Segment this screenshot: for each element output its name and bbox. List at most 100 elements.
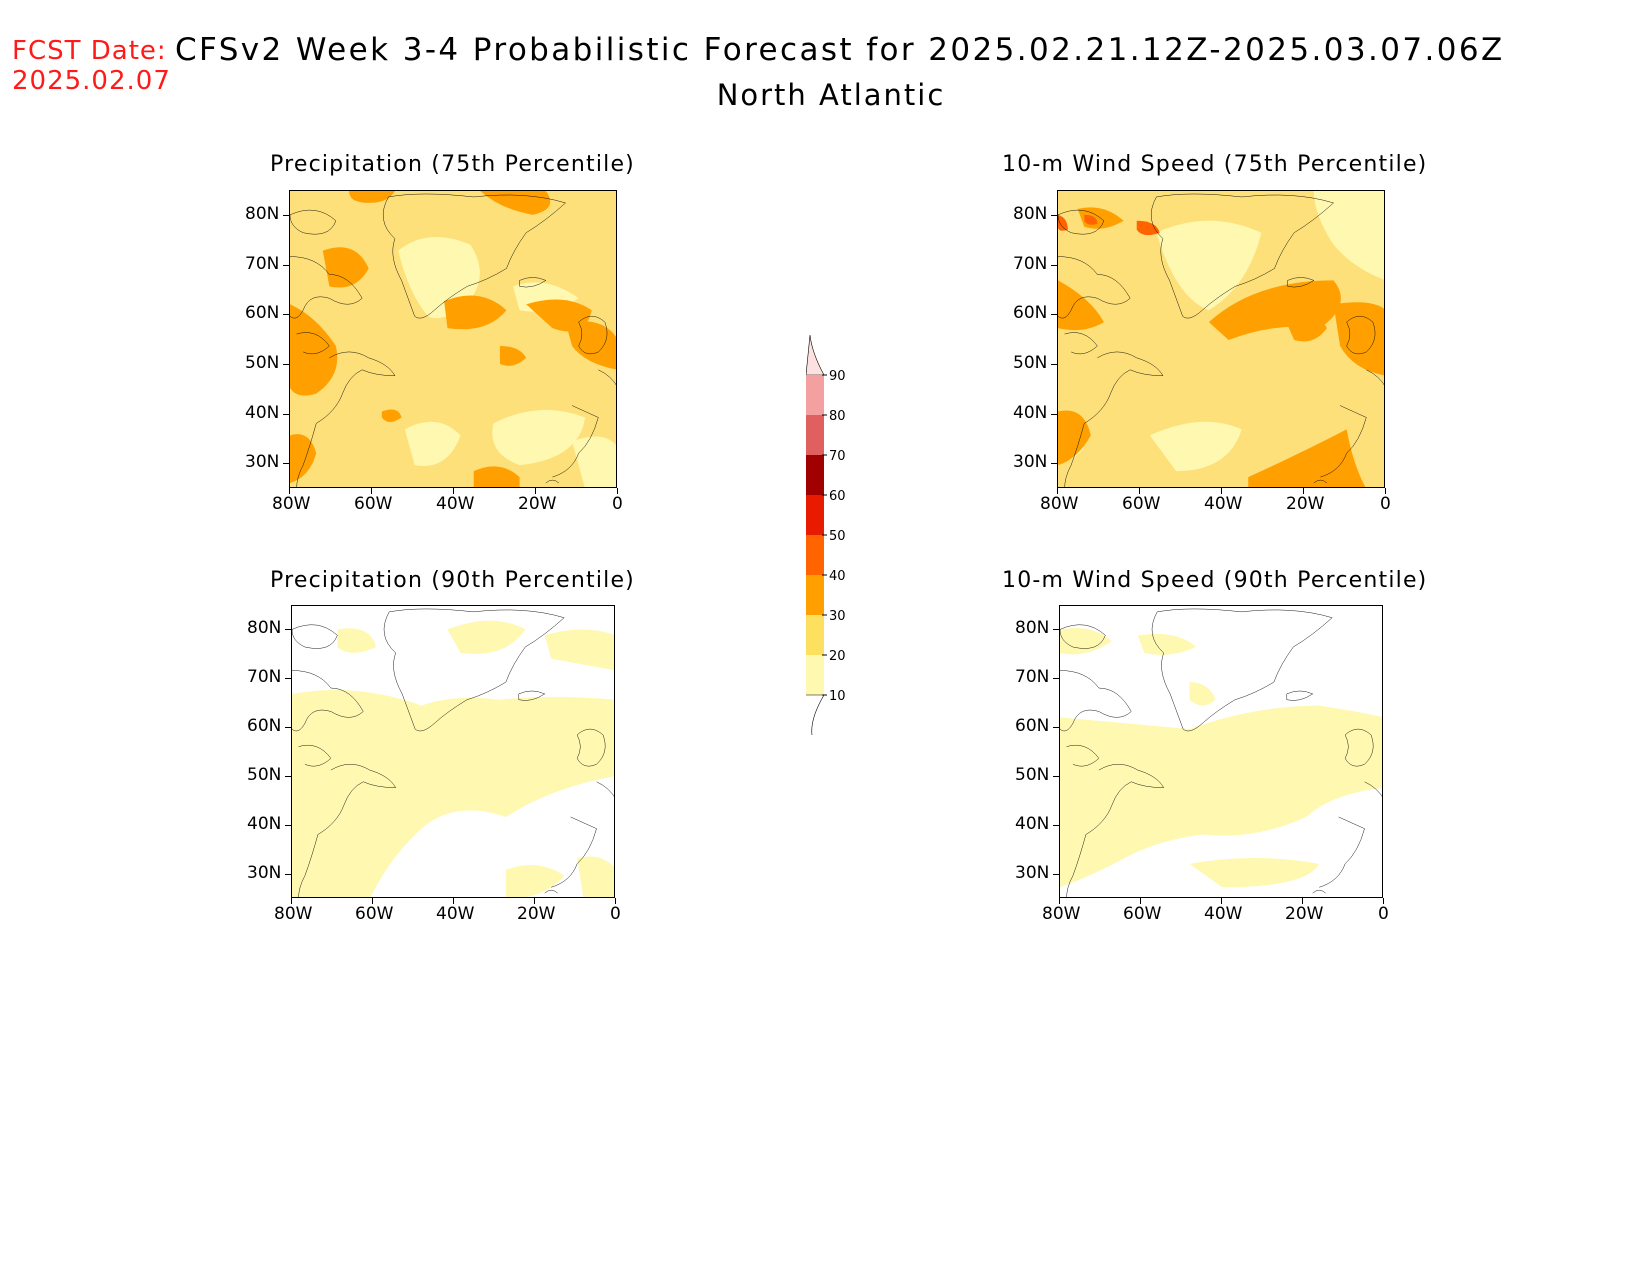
panel-title-wind75: 10-m Wind Speed (75th Percentile) [1002, 152, 1428, 177]
colorbar-segment [806, 615, 824, 655]
contour-region [447, 620, 526, 654]
lon-label: 0 [1380, 494, 1391, 514]
colorbar-label: 90 [829, 369, 846, 384]
lon-label: 40W [436, 494, 475, 514]
colorbar-segment [806, 535, 824, 575]
lat-tick [283, 463, 289, 465]
lon-label: 20W [1286, 494, 1325, 514]
coastline [520, 277, 546, 287]
coastline [297, 333, 330, 354]
map-field-wind75 [1058, 191, 1384, 487]
contour-region [290, 304, 338, 396]
lat-tick [1051, 314, 1057, 316]
forecast-date-label: FCST Date: [12, 36, 167, 66]
lon-tick [1057, 488, 1058, 494]
panel-title-precip90: Precipitation (90th Percentile) [270, 568, 635, 593]
coastline [1060, 625, 1105, 649]
coastline [1060, 670, 1131, 731]
coastline [383, 194, 565, 318]
colorbar-segment [806, 655, 824, 695]
lon-tick [1302, 898, 1303, 904]
contour-region [577, 856, 614, 897]
coastline [1058, 257, 1130, 319]
map-wind90 [1059, 605, 1383, 898]
lat-tick [283, 264, 289, 266]
lat-label: 80N [1015, 618, 1050, 639]
lon-label: 60W [1122, 494, 1161, 514]
lat-tick [1051, 214, 1057, 216]
contour-region [444, 295, 507, 330]
lat-label: 30N [1013, 452, 1048, 473]
forecast-date-value: 2025.02.07 [12, 66, 171, 96]
colorbar-label: 30 [829, 609, 846, 624]
lon-label: 60W [354, 494, 393, 514]
contour-region [1060, 781, 1106, 841]
lon-tick [615, 898, 616, 904]
page-subtitle: North Atlantic [716, 78, 946, 112]
colorbar-segment [806, 575, 824, 615]
map-wind75 [1057, 190, 1385, 488]
contour-region [1149, 421, 1242, 472]
coastline [1066, 745, 1098, 766]
lon-label: 80W [1040, 494, 1079, 514]
lon-tick [617, 488, 618, 494]
lat-label: 40N [1013, 402, 1048, 423]
colorbar-segment [806, 455, 824, 495]
colorbar-label: 20 [829, 649, 846, 664]
colorbar-segment [806, 495, 824, 535]
coastline [292, 670, 363, 731]
lat-tick [285, 629, 291, 631]
colorbar-label: 10 [829, 689, 846, 704]
contour-region [1058, 280, 1104, 331]
map-field-precip75 [290, 191, 617, 487]
lon-label: 40W [1204, 904, 1243, 924]
coastline [1066, 764, 1163, 898]
lat-tick [1053, 678, 1059, 680]
lon-tick [1139, 488, 1140, 494]
lat-label: 70N [1015, 667, 1050, 688]
lat-tick [1051, 363, 1057, 365]
page-title: CFSv2 Week 3-4 Probabilistic Forecast fo… [175, 32, 1505, 68]
coastline [384, 609, 564, 731]
lon-label: 20W [517, 904, 556, 924]
lon-tick [1059, 898, 1060, 904]
map-field-precip90 [292, 606, 615, 897]
lon-tick [1383, 898, 1384, 904]
contour-region [1058, 410, 1091, 466]
lat-tick [285, 727, 291, 729]
contour-region [404, 421, 461, 467]
colorbar-bottom-cap [806, 694, 825, 736]
lat-label: 30N [245, 452, 280, 473]
contour-region [1189, 857, 1320, 888]
lat-tick [1053, 727, 1059, 729]
contour-region [572, 436, 616, 487]
colorbar-label: 50 [829, 529, 846, 544]
coastline [1287, 691, 1313, 701]
coastline [290, 210, 336, 234]
contour-region [1313, 191, 1384, 280]
coastline [551, 782, 615, 887]
coastline [292, 625, 337, 649]
coastline [1151, 194, 1333, 318]
colorbar-graphic: 90 80 70 60 50 40 30 20 10 [805, 334, 846, 736]
contour-region [1189, 682, 1216, 706]
contour-region [505, 865, 565, 897]
coastline [1313, 890, 1326, 893]
lat-tick [1051, 413, 1057, 415]
coastline [546, 480, 559, 483]
lat-tick [283, 314, 289, 316]
coastline [552, 370, 617, 477]
lat-label: 60N [245, 303, 280, 324]
coastline [298, 745, 330, 766]
coastline [1152, 609, 1332, 731]
lon-tick [453, 488, 454, 494]
contour-region [480, 191, 551, 215]
coastline [1347, 316, 1375, 354]
contour-region [1137, 633, 1197, 655]
contour-region [1058, 214, 1068, 231]
contour-region [292, 689, 614, 897]
lon-label: 0 [610, 904, 621, 924]
panel-title-precip75: Precipitation (75th Percentile) [270, 152, 635, 177]
contour-region [473, 466, 520, 487]
lat-label: 70N [247, 667, 282, 688]
